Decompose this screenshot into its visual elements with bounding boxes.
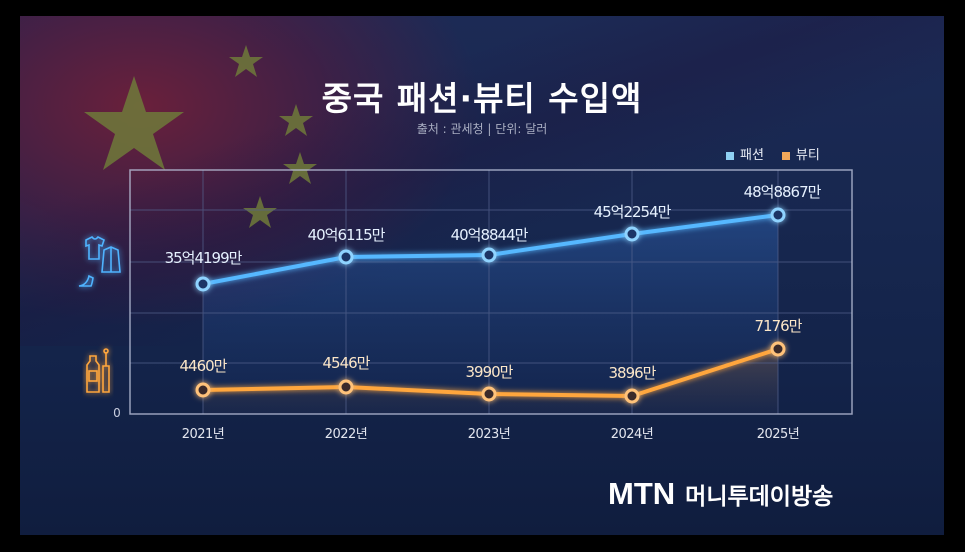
page-title: 중국 패션·뷰티 수입액 — [321, 79, 643, 118]
legend: 패션 뷰티 — [726, 144, 820, 163]
fashion-label: 40억8844만 — [451, 226, 529, 244]
logo-name: 머니투데이방송 — [685, 484, 834, 510]
x-tick-label: 2021년 — [182, 427, 225, 442]
legend-item-fashion: 패션 — [726, 144, 764, 163]
clothing-icon — [78, 235, 121, 287]
legend-label: 뷰티 — [795, 148, 820, 163]
y-zero-label: 0 — [113, 406, 121, 420]
beauty-label: 3990만 — [466, 363, 514, 381]
small-star-icon — [283, 152, 317, 184]
fashion-label: 45억2254만 — [594, 203, 672, 221]
beauty-label: 3896만 — [609, 364, 657, 382]
small-star-icon — [229, 45, 263, 77]
chart-canvas: 35억4199만 40억6115만 40억8844만 45억2254만 48억8… — [78, 45, 853, 442]
beauty-label: 4546만 — [323, 354, 371, 372]
broadcaster-logo: MTN 머니투데이방송 — [608, 476, 833, 512]
cosmetics-icon — [86, 348, 110, 393]
beauty-label: 7176만 — [755, 317, 803, 335]
flag-stars — [84, 45, 317, 228]
legend-item-beauty: 뷰티 — [781, 144, 820, 163]
legend-label: 패션 — [740, 148, 764, 163]
chart-frame: 35억4199만 40억6115만 40억8844만 45억2254만 48억8… — [20, 16, 944, 535]
fashion-label: 48억8867만 — [744, 183, 822, 201]
fashion-label: 40억6115만 — [308, 226, 386, 244]
x-tick-label: 2025년 — [757, 427, 800, 442]
legend-swatch-icon — [781, 151, 790, 160]
x-tick-label: 2024년 — [611, 427, 654, 442]
source-note: 출처 : 관세청 | 단위: 달러 — [416, 122, 548, 136]
beauty-label: 4460만 — [180, 357, 228, 375]
logo-mark: MTN — [608, 476, 676, 511]
small-star-icon — [279, 104, 313, 136]
big-star-icon — [84, 76, 184, 170]
fashion-label: 35억4199만 — [165, 249, 243, 267]
beauty-points — [195, 341, 786, 404]
fashion-area — [203, 215, 778, 414]
legend-swatch-icon — [726, 151, 734, 160]
small-star-icon — [243, 196, 277, 228]
plot-border — [129, 169, 853, 415]
x-tick-label: 2022년 — [325, 427, 368, 442]
fashion-points — [195, 207, 786, 292]
x-tick-label: 2023년 — [468, 427, 511, 442]
